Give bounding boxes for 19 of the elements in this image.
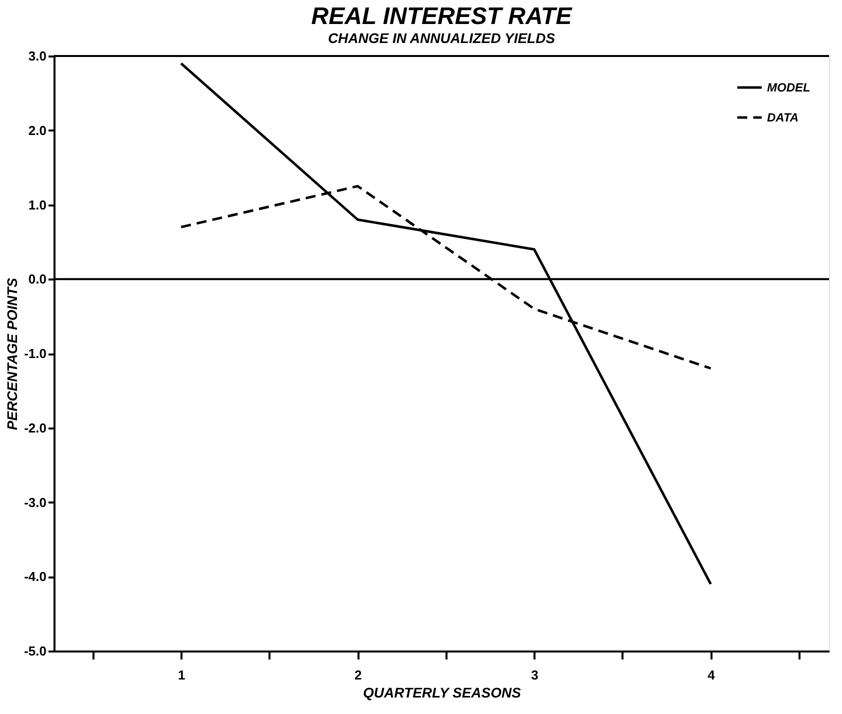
x-tick-label: 1 (178, 668, 186, 682)
y-tick-label: 1.0 (28, 197, 46, 212)
y-tick-label: -1.0 (24, 346, 46, 361)
y-tick-label: -3.0 (24, 494, 46, 510)
legend-label: MODEL (767, 80, 810, 94)
chart-subtitle: CHANGE IN ANNUALIZED YIELDS (328, 30, 556, 46)
y-tick-label: -2.0 (24, 420, 46, 436)
legend-label: DATA (767, 110, 799, 124)
x-axis-title: QUARTERLY SEASONS (363, 684, 522, 700)
x-tick-label: 4 (708, 668, 716, 682)
y-tick-label: 0.0 (28, 272, 46, 287)
x-tick-label: 2 (354, 668, 362, 682)
chart-title: REAL INTEREST RATE (311, 3, 573, 30)
y-tick-label: -5.0 (24, 644, 46, 658)
y-axis-title: PERCENTAGE POINTS (4, 277, 20, 430)
y-tick-label: 3.0 (28, 48, 46, 64)
y-tick-label: 2.0 (28, 122, 46, 138)
y-tick-label: -4.0 (24, 569, 46, 584)
x-tick-label: 3 (531, 668, 538, 682)
